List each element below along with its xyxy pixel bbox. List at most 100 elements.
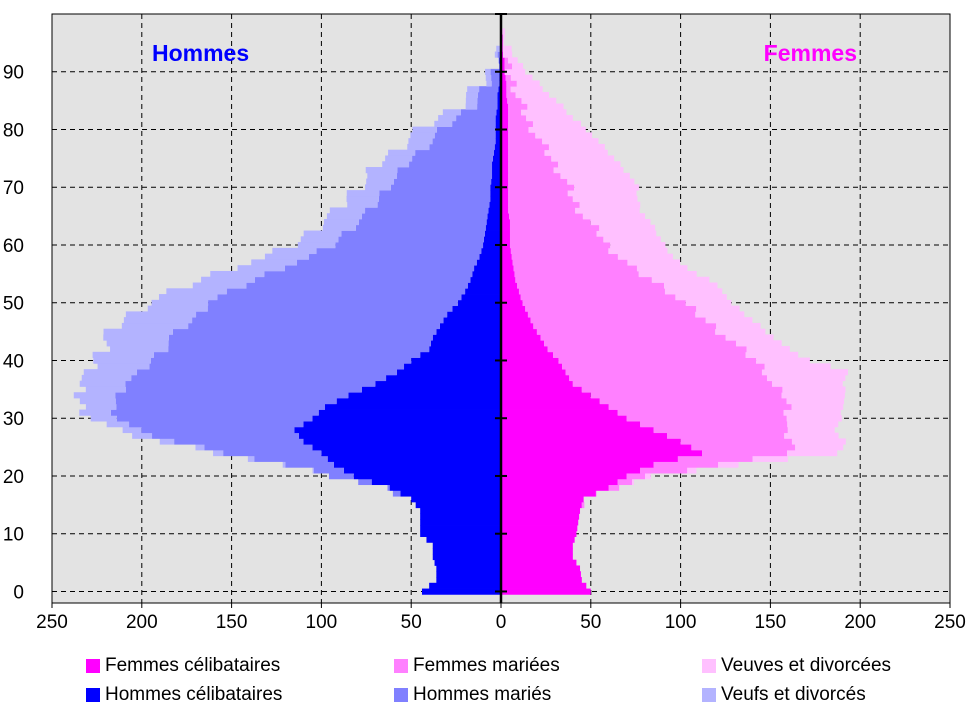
bar-men-single bbox=[434, 559, 501, 566]
bar-men-widowed bbox=[494, 51, 498, 58]
bar-women-widowed bbox=[675, 294, 727, 301]
bar-men-married bbox=[415, 149, 494, 156]
bar-women-single bbox=[501, 294, 521, 301]
bar-women-married bbox=[553, 351, 746, 358]
bar-women-single bbox=[501, 230, 510, 237]
bar-men-single bbox=[426, 536, 501, 543]
bar-men-single bbox=[436, 565, 501, 572]
bar-women-widowed bbox=[548, 143, 605, 151]
bar-women-married bbox=[527, 311, 696, 318]
bar-men-widowed bbox=[103, 334, 169, 341]
bar-men-single bbox=[420, 525, 501, 532]
bar-men-single bbox=[476, 259, 501, 266]
bar-men-married bbox=[436, 126, 496, 133]
bar-men-married bbox=[387, 484, 390, 491]
legend-item-veuves-divorcees: Veuves et divorcées bbox=[702, 655, 891, 677]
axes bbox=[51, 13, 951, 608]
bar-men-widowed bbox=[465, 97, 478, 104]
bar-women-widowed bbox=[791, 403, 844, 410]
bar-women-married bbox=[608, 403, 792, 410]
bar-men-widowed bbox=[79, 409, 111, 416]
men-label: Hommes bbox=[152, 40, 249, 66]
bar-women-married bbox=[506, 91, 516, 99]
bar-women-married bbox=[508, 120, 533, 128]
bar-men-married bbox=[392, 490, 401, 497]
bar-women-single bbox=[501, 496, 584, 503]
bar-women-married bbox=[509, 224, 600, 231]
bar-men-single bbox=[430, 340, 501, 347]
bar-men-single bbox=[303, 438, 501, 445]
bar-women-widowed bbox=[761, 369, 848, 376]
bar-women-widowed bbox=[508, 57, 518, 64]
bar-men-single bbox=[485, 224, 501, 231]
bar-women-married bbox=[540, 334, 726, 341]
bar-men-single bbox=[498, 86, 501, 93]
bar-women-widowed bbox=[535, 132, 593, 139]
bar-women-married bbox=[640, 421, 788, 428]
legend-swatch bbox=[702, 688, 716, 702]
bar-women-widowed bbox=[745, 351, 799, 358]
bar-women-single bbox=[501, 449, 703, 457]
bar-women-single bbox=[501, 478, 618, 486]
bar-women-widowed bbox=[542, 138, 599, 145]
bar-women-married bbox=[581, 386, 783, 393]
bar-women-married bbox=[518, 288, 665, 295]
bar-men-married bbox=[153, 351, 421, 358]
bar-men-widowed bbox=[467, 86, 480, 93]
bar-women-single bbox=[501, 270, 515, 278]
bar-men-married bbox=[110, 409, 319, 416]
bar-women-widowed bbox=[786, 415, 842, 422]
bar-men-married bbox=[207, 305, 453, 312]
bar-men-single bbox=[497, 97, 501, 104]
bar-women-married bbox=[508, 149, 545, 156]
bar-men-widowed bbox=[85, 403, 117, 410]
bar-men-married bbox=[355, 224, 486, 231]
bar-men-married bbox=[358, 478, 372, 486]
bar-men-single bbox=[497, 91, 501, 99]
bar-men-widowed bbox=[237, 265, 285, 272]
bar-men-married bbox=[412, 155, 493, 162]
bar-men-widowed bbox=[97, 363, 150, 370]
bar-men-widowed bbox=[121, 322, 189, 330]
bar-women-single bbox=[501, 346, 548, 353]
bar-men-single bbox=[481, 247, 501, 255]
bar-women-married bbox=[508, 155, 552, 162]
bar-women-single bbox=[501, 565, 581, 572]
bar-women-single bbox=[501, 97, 508, 104]
bar-men-widowed bbox=[159, 438, 175, 445]
bar-men-widowed bbox=[123, 317, 193, 324]
x-tick-label: 150 bbox=[755, 612, 787, 633]
bar-men-married bbox=[491, 80, 500, 87]
bar-women-widowed bbox=[746, 346, 790, 353]
bar-women-single bbox=[501, 398, 600, 405]
bar-men-married bbox=[264, 270, 473, 278]
bar-women-single bbox=[501, 149, 509, 156]
bar-men-single bbox=[467, 282, 501, 289]
bar-women-widowed bbox=[781, 392, 845, 399]
bar-men-single bbox=[327, 455, 501, 462]
bar-men-widowed bbox=[79, 398, 116, 405]
bar-women-single bbox=[501, 467, 641, 474]
bar-women-widowed bbox=[502, 34, 505, 41]
bar-men-single bbox=[336, 398, 501, 405]
bar-women-single bbox=[501, 63, 505, 70]
bar-women-widowed bbox=[772, 380, 843, 387]
bar-women-single bbox=[501, 571, 581, 578]
bar-women-widowed bbox=[572, 195, 638, 203]
bar-women-widowed bbox=[617, 253, 673, 260]
bar-women-single bbox=[501, 155, 509, 162]
bar-women-single bbox=[501, 253, 512, 260]
bar-women-widowed bbox=[756, 357, 810, 364]
bar-men-single bbox=[443, 317, 501, 324]
bar-women-single bbox=[501, 322, 534, 330]
bar-women-married bbox=[508, 161, 559, 168]
bar-women-single bbox=[501, 501, 582, 509]
bar-women-widowed bbox=[596, 230, 657, 237]
bar-men-widowed bbox=[264, 253, 310, 260]
bar-men-single bbox=[303, 421, 501, 428]
bar-women-married bbox=[515, 276, 652, 283]
bar-women-single bbox=[501, 178, 509, 185]
y-tick-label: 90 bbox=[3, 63, 24, 84]
bar-women-married bbox=[562, 363, 765, 370]
bar-men-single bbox=[495, 115, 501, 122]
